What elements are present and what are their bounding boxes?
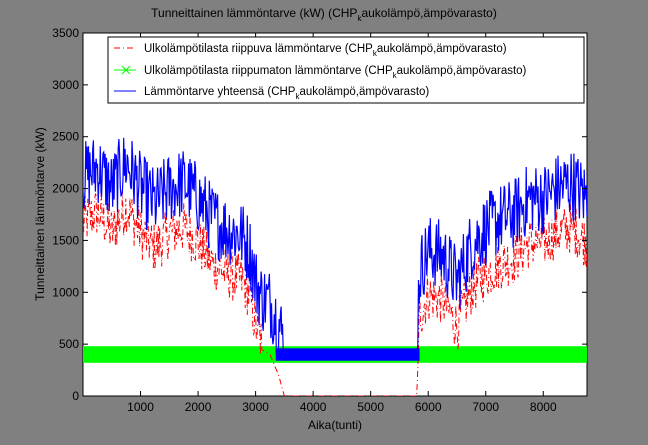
legend-entry-2-sub: k xyxy=(393,71,398,80)
legend-entry-3-tail: aukolämpö,ämpövarasto) xyxy=(299,86,429,98)
legend-entry-1-tail: aukolämpö,ämpövarasto) xyxy=(377,43,507,55)
y-tick-label-1: 500 xyxy=(59,337,79,351)
legend-entry-2-tail: aukolämpö,ämpövarasto) xyxy=(397,65,527,77)
x-axis-label: Aika(tunti) xyxy=(308,418,362,432)
legend: Ulkolämpötilasta riippuva lämmöntarve (C… xyxy=(107,36,585,104)
series-layer xyxy=(83,137,587,396)
legend-entry-3: Lämmöntarve yhteensä (CHPkaukolämpö,ämpö… xyxy=(144,86,429,101)
y-tick-label-5: 2500 xyxy=(52,130,79,144)
x-axis: 1000 2000 3000 4000 5000 6000 7000 8000 xyxy=(127,33,557,414)
legend-box xyxy=(107,36,585,104)
x-tick-label-7: 8000 xyxy=(530,400,557,414)
legend-entry-3-main: Lämmöntarve yhteensä (CHP xyxy=(144,86,296,98)
x-tick-label-4: 5000 xyxy=(357,400,384,414)
y-axis: 0 500 1000 1500 2000 2500 3000 3500 xyxy=(52,26,587,403)
y-tick-label-7: 3500 xyxy=(52,26,79,40)
legend-entry-1-main: Ulkolämpötilasta riippuva lämmöntarve (C… xyxy=(144,43,373,55)
x-tick-label-0: 1000 xyxy=(127,400,154,414)
x-tick-label-5: 6000 xyxy=(415,400,442,414)
legend-entry-1: Ulkolämpötilasta riippuva lämmöntarve (C… xyxy=(144,43,507,58)
legend-entry-2: Ulkolämpötilasta riippumaton lämmöntarve… xyxy=(144,65,527,80)
x-tick-label-6: 7000 xyxy=(472,400,499,414)
chart-title: Tunneittainen lämmöntarve (kW) (CHPkauko… xyxy=(151,6,497,23)
y-tick-label-4: 2000 xyxy=(52,182,79,196)
x-tick-label-2: 3000 xyxy=(242,400,269,414)
chart-title-tail: aukolämpö,ämpövarasto) xyxy=(361,6,496,20)
legend-entry-2-main: Ulkolämpötilasta riippumaton lämmöntarve… xyxy=(144,65,393,77)
series-total-summer-block xyxy=(275,348,420,361)
y-axis-label: Tunneittainen lämmöntarve (kW) xyxy=(33,127,47,301)
legend-swatch-2-marker xyxy=(121,65,131,75)
chart-title-sub: k xyxy=(357,14,362,23)
legend-entry-3-sub: k xyxy=(295,92,300,101)
legend-entry-1-sub: k xyxy=(373,49,378,58)
x-tick-label-1: 2000 xyxy=(185,400,212,414)
chart-title-main: Tunneittainen lämmöntarve (kW) (CHP xyxy=(151,6,357,20)
y-tick-label-3: 1500 xyxy=(52,233,79,247)
y-tick-label-0: 0 xyxy=(72,389,79,403)
y-tick-label-6: 3000 xyxy=(52,78,79,92)
x-tick-label-3: 4000 xyxy=(300,400,327,414)
y-tick-label-2: 1000 xyxy=(52,285,79,299)
